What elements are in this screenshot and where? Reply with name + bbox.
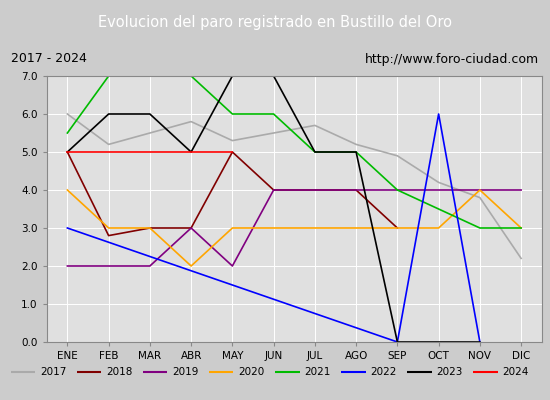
Text: 2018: 2018 (106, 367, 132, 377)
Text: 2022: 2022 (370, 367, 396, 377)
Text: http://www.foro-ciudad.com: http://www.foro-ciudad.com (365, 52, 539, 66)
Text: 2019: 2019 (172, 367, 198, 377)
Text: 2017: 2017 (40, 367, 66, 377)
Text: 2020: 2020 (238, 367, 264, 377)
Text: 2017 - 2024: 2017 - 2024 (11, 52, 87, 66)
Text: 2023: 2023 (436, 367, 462, 377)
Text: 2021: 2021 (304, 367, 330, 377)
Text: Evolucion del paro registrado en Bustillo del Oro: Evolucion del paro registrado en Bustill… (98, 14, 452, 30)
Text: 2024: 2024 (502, 367, 529, 377)
